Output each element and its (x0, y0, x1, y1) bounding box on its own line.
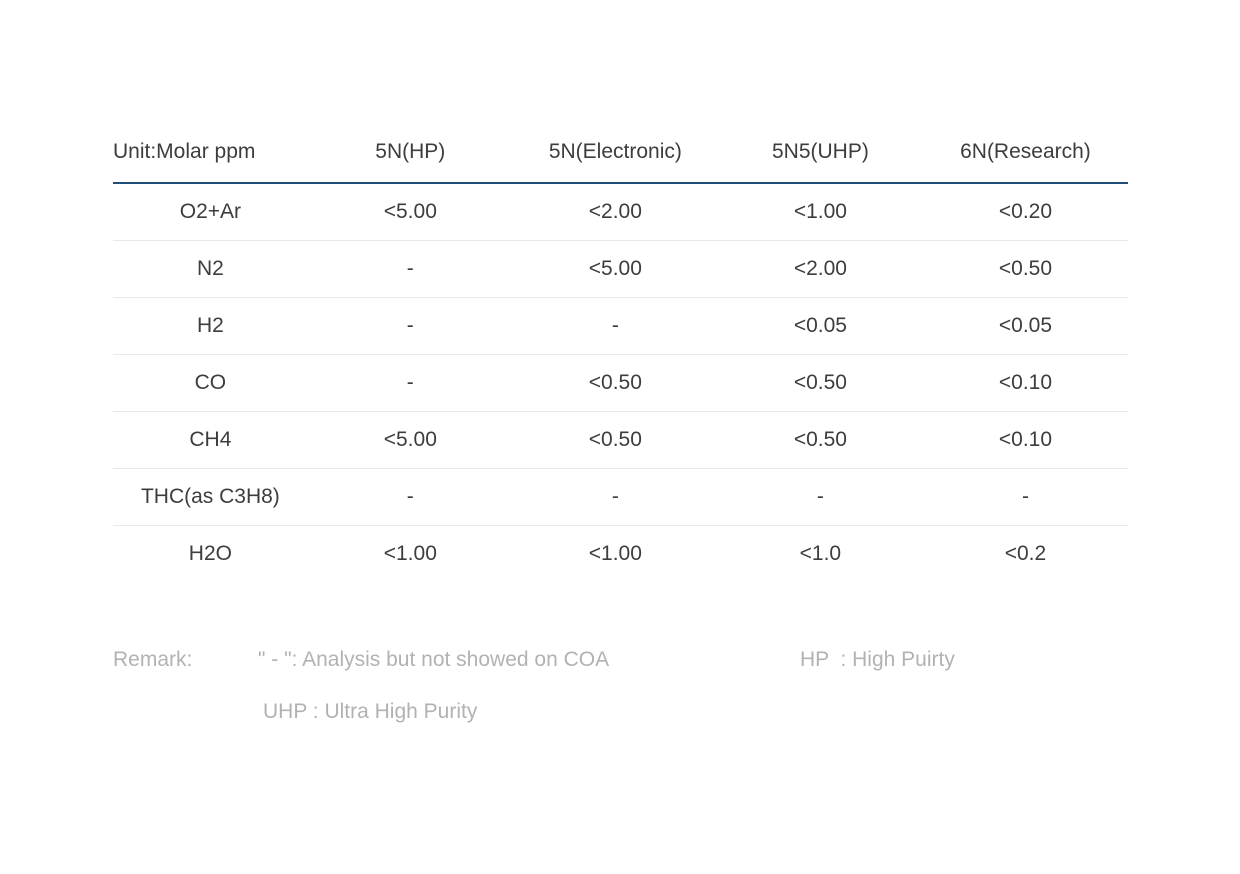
remark-label: Remark: (113, 648, 193, 671)
table-body: O2+Ar <5.00 <2.00 <1.00 <0.20 N2- <5.00 <2.00 <0… (113, 183, 1128, 582)
cell-value: - (307, 240, 513, 298)
purity-spec-table: Unit:Molar ppm 5N(HP) 5N(Electronic) 5N5… (113, 137, 1128, 582)
cell-value: <5.00 (307, 411, 513, 469)
cell-value: - (717, 468, 923, 526)
header-row: Unit:Molar ppm 5N(HP) 5N(Electronic) 5N5… (113, 137, 1128, 184)
remark-hp-note: HP : High Puirty (800, 648, 955, 671)
cell-value: - (307, 354, 513, 412)
remark-dash-note: " - ": Analysis but not showed on COA (258, 648, 610, 671)
column-header-5n-hp: 5N(HP) (307, 137, 513, 184)
cell-value: <2.00 (717, 240, 923, 298)
cell-value: <1.00 (383, 541, 437, 565)
unit-header: Unit:Molar ppm (113, 137, 308, 184)
cell-value: <0.10 (922, 354, 1128, 412)
table-row: H2O <1.00 <1.00 <1.0 <0.2 (113, 525, 1128, 582)
cell-value: <5.00 (512, 240, 718, 298)
cell-value: - (922, 468, 1128, 526)
row-label: H2 (113, 297, 308, 355)
remark-section: Remark: " - ": Analysis but not showed o… (113, 645, 1128, 727)
table-row: O2+Ar <5.00 <2.00 <1.00 <0.20 (113, 183, 1128, 241)
row-label: THC(as C3H8) (113, 468, 308, 526)
column-header-6n-research: 6N(Research) (922, 137, 1128, 184)
cell-value: <0.05 (922, 297, 1128, 355)
table-row: H2- - <0.05 <0.05 (113, 297, 1128, 355)
cell-value: <0.20 (922, 183, 1128, 241)
row-label: CH4 (113, 411, 308, 469)
cell-value: <2.00 (512, 183, 718, 241)
row-label: N2 (113, 240, 308, 298)
row-label: CO (113, 354, 308, 412)
cell-value: <1.00 (717, 183, 923, 241)
row-label: O2+Ar (113, 183, 308, 241)
cell-value: <1.00 (588, 541, 642, 565)
cell-value: - (307, 468, 513, 526)
cell-value: - (512, 468, 718, 526)
cell-value: <0.50 (512, 411, 718, 469)
column-header-5n-electronic: 5N(Electronic) (512, 137, 718, 184)
table-row: CO - <0.50 <0.50 <0.10 (113, 354, 1128, 412)
cell-value: <0.50 (717, 411, 923, 469)
table-row: N2- <5.00 <2.00 <0.50 (113, 240, 1128, 298)
cell-value: <0.10 (922, 411, 1128, 469)
cell-value: <0.50 (512, 354, 718, 412)
cell-value: <0.2 (1004, 541, 1047, 565)
cell-value: - (307, 297, 513, 355)
cell-value: <0.50 (717, 354, 923, 412)
column-header-5n5-uhp: 5N5(UHP) (717, 137, 923, 184)
table-header: Unit:Molar ppm 5N(HP) 5N(Electronic) 5N5… (113, 137, 1128, 184)
cell-value: <0.05 (717, 297, 923, 355)
remark-row-2: UHP : Ultra High Purity (263, 697, 1128, 727)
row-label: H2O (188, 541, 232, 565)
cell-value: <5.00 (307, 183, 513, 241)
cell-value: <0.50 (922, 240, 1128, 298)
cell-value: - (512, 297, 718, 355)
remark-uhp-note: UHP : Ultra High Purity (263, 700, 478, 723)
remark-row-1: Remark: " - ": Analysis but not showed o… (113, 645, 1128, 675)
table-row: THC(as C3H8) - - - - (113, 468, 1128, 526)
cell-value: <1.0 (799, 541, 842, 565)
purity-table-container: Unit:Molar ppm 5N(HP) 5N(Electronic) 5N5… (113, 137, 1128, 582)
table-row: CH4 <5.00 <0.50 <0.50 <0.10 (113, 411, 1128, 469)
